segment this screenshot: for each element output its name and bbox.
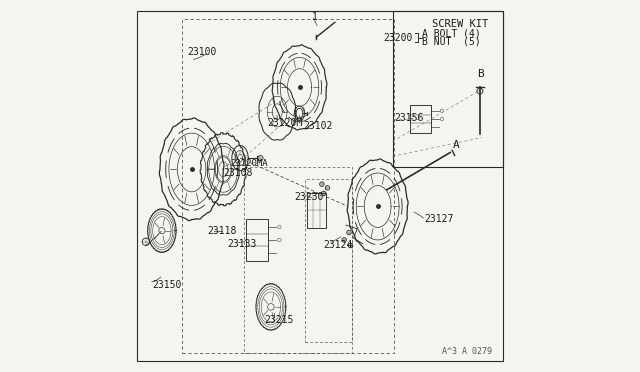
Text: 23150: 23150 [152, 280, 181, 289]
Bar [244, 167, 351, 353]
Text: 23127: 23127 [424, 215, 454, 224]
Text: 23230: 23230 [294, 192, 323, 202]
Text: 23120MA: 23120MA [230, 159, 268, 168]
Bar [392, 11, 503, 167]
Text: 23120M: 23120M [267, 118, 303, 128]
Text: 23156: 23156 [394, 113, 424, 123]
Text: 23124: 23124 [324, 240, 353, 250]
Text: 1: 1 [312, 12, 317, 22]
Text: 23118: 23118 [207, 227, 236, 236]
Bar [182, 19, 394, 353]
Bar [307, 193, 326, 228]
Text: A: A [452, 140, 459, 150]
Text: 23100: 23100 [187, 47, 216, 57]
Text: 23102: 23102 [303, 122, 332, 131]
Text: A BOLT (4): A BOLT (4) [422, 29, 481, 38]
Bar [410, 105, 431, 133]
Text: SCREW KIT: SCREW KIT [431, 19, 488, 29]
Text: 23133: 23133 [228, 239, 257, 248]
Text: A^3 A 0279: A^3 A 0279 [442, 347, 492, 356]
Bar [246, 219, 268, 261]
Text: B NUT  (5): B NUT (5) [422, 37, 481, 46]
Text: 23108: 23108 [223, 168, 253, 178]
Text: B: B [477, 70, 484, 79]
Text: 23200: 23200 [383, 33, 412, 42]
Bar [305, 179, 351, 342]
Text: 23215: 23215 [264, 315, 294, 325]
